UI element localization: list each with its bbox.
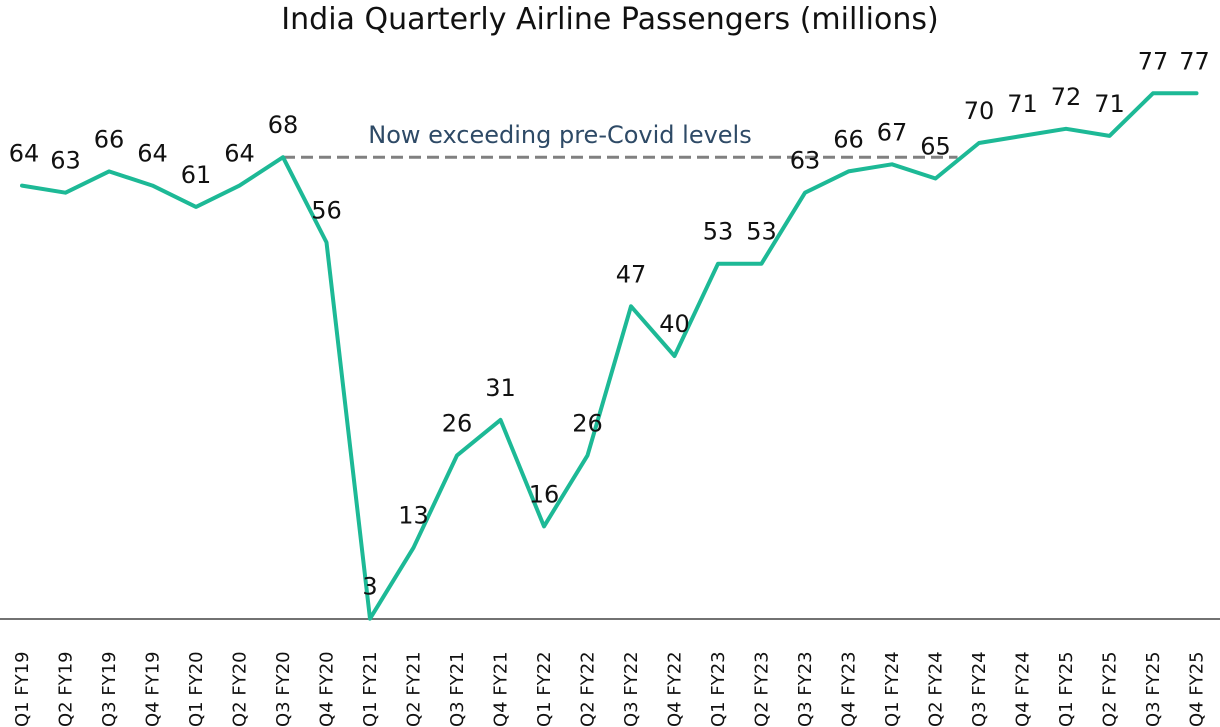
data-label: 71 [1094, 90, 1125, 118]
data-label: 63 [50, 147, 81, 175]
x-tick-label: Q3 FY24 [969, 651, 990, 727]
data-label: 64 [9, 140, 40, 168]
data-labels: 64 63 66 64 61 64 68 56 3 13 26 31 16 26 47 40 53 53 63 66 6… [9, 47, 1210, 600]
data-label: 64 [137, 140, 168, 168]
data-label: 26 [572, 409, 603, 437]
x-tick-label: Q4 FY22 [665, 651, 686, 727]
x-axis-tick-labels: Q1 FY19 Q2 FY19 Q3 FY19 Q4 FY19 Q1 FY20 Q2 FY… [12, 651, 1208, 727]
x-tick-label: Q3 FY25 [1143, 651, 1164, 727]
x-tick-label: Q4 FY25 [1187, 651, 1208, 727]
chart-title: India Quarterly Airline Passengers (mill… [281, 2, 938, 37]
data-label: 77 [1138, 47, 1169, 75]
data-label: 47 [616, 260, 647, 288]
x-tick-label: Q1 FY25 [1056, 651, 1077, 727]
x-tick-label: Q2 FY23 [752, 651, 773, 727]
x-tick-label: Q1 FY22 [534, 651, 555, 727]
x-tick-label: Q3 FY20 [273, 651, 294, 727]
x-tick-label: Q2 FY19 [56, 651, 77, 727]
x-tick-label: Q2 FY24 [926, 651, 947, 727]
data-label: 67 [877, 118, 908, 146]
x-tick-label: Q4 FY19 [143, 651, 164, 727]
data-label: 71 [1007, 90, 1038, 118]
x-tick-label: Q1 FY23 [708, 651, 729, 727]
series-line [20, 91, 1199, 621]
data-label: 61 [181, 161, 212, 189]
data-label: 13 [398, 502, 429, 530]
data-label: 26 [442, 409, 473, 437]
x-tick-label: Q2 FY21 [404, 651, 425, 727]
data-label: 16 [529, 480, 560, 508]
x-tick-label: Q2 FY25 [1100, 651, 1121, 727]
data-label: 66 [94, 125, 125, 153]
pre-covid-annotation: Now exceeding pre-Covid levels [368, 121, 751, 149]
x-tick-label: Q1 FY21 [360, 651, 381, 727]
data-label: 63 [790, 147, 821, 175]
x-tick-label: Q4 FY21 [491, 651, 512, 727]
x-tick-label: Q4 FY24 [1013, 651, 1034, 727]
data-label: 66 [833, 125, 864, 153]
x-tick-label: Q4 FY23 [839, 651, 860, 727]
x-tick-label: Q4 FY20 [317, 651, 338, 727]
data-label: 3 [362, 573, 377, 601]
data-label: 72 [1051, 83, 1082, 111]
x-tick-label: Q2 FY22 [578, 651, 599, 727]
data-label: 56 [311, 196, 342, 224]
x-tick-label: Q1 FY19 [12, 651, 33, 727]
x-tick-label: Q1 FY24 [882, 651, 903, 727]
data-label: 68 [268, 111, 299, 139]
data-label: 31 [485, 374, 516, 402]
x-tick-label: Q2 FY20 [230, 651, 251, 727]
data-label: 64 [224, 140, 255, 168]
x-tick-label: Q3 FY19 [99, 651, 120, 727]
data-label: 53 [703, 218, 734, 246]
x-tick-label: Q3 FY23 [795, 651, 816, 727]
x-tick-label: Q1 FY20 [186, 651, 207, 727]
data-label: 65 [920, 133, 951, 161]
x-tick-label: Q3 FY21 [447, 651, 468, 727]
data-label: 53 [746, 218, 777, 246]
data-label: 40 [659, 310, 690, 338]
data-label: 77 [1179, 47, 1210, 75]
x-tick-label: Q3 FY22 [621, 651, 642, 727]
data-label: 70 [964, 97, 995, 125]
